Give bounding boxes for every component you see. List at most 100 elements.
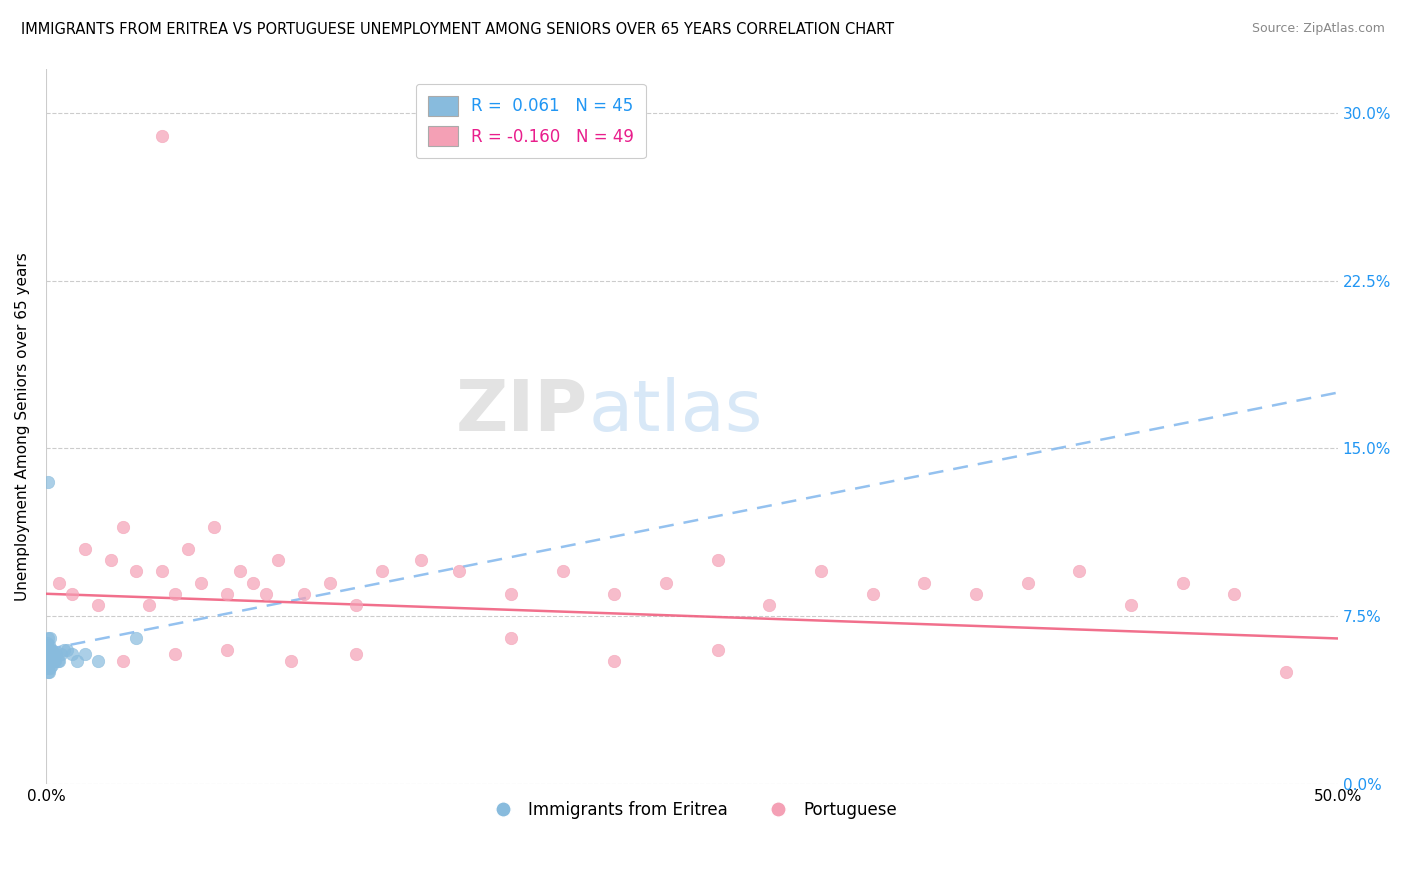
Point [37,654,59,668]
Point [44,654,66,668]
Point [409,553,432,567]
Point [499,587,522,601]
Point [100,553,122,567]
Point [1119,598,1142,612]
Point [202,519,225,533]
Point [38,654,60,668]
Point [449,565,471,579]
Point [73,542,96,557]
Point [41,658,63,673]
Point [344,647,367,661]
Point [499,632,522,646]
Text: Source: ZipAtlas.com: Source: ZipAtlas.com [1251,22,1385,36]
Point [112,654,135,668]
Point [37,475,59,489]
Point [165,647,187,661]
Point [1069,565,1091,579]
Point [758,598,780,612]
Point [292,587,315,601]
Point [41,642,63,657]
Point [37,636,59,650]
Text: ZIP: ZIP [456,377,589,446]
Point [37,642,59,657]
Point [215,642,238,657]
Point [55,642,77,657]
Point [38,638,60,652]
Text: atlas: atlas [589,377,763,446]
Point [53,642,76,657]
Point [1275,665,1298,679]
Point [51,647,73,661]
Point [215,587,238,601]
Point [37,647,59,661]
Point [242,575,264,590]
Point [267,553,290,567]
Point [1223,587,1246,601]
Point [319,575,342,590]
Point [965,587,987,601]
Point [125,565,148,579]
Point [112,519,135,533]
Point [37,632,59,646]
Point [38,654,60,668]
Point [165,587,187,601]
Point [190,575,212,590]
Point [37,654,59,668]
Point [38,642,60,657]
Point [38,647,60,661]
Point [39,642,62,657]
Point [280,654,302,668]
Point [42,654,65,668]
Point [150,128,173,143]
Point [48,654,70,668]
Point [228,565,250,579]
Point [38,660,60,674]
Point [706,642,728,657]
Point [1017,575,1039,590]
Point [125,632,148,646]
Point [86,654,108,668]
Point [37,654,59,668]
Point [37,665,59,679]
Point [37,660,59,674]
Legend: Immigrants from Eritrea, Portuguese: Immigrants from Eritrea, Portuguese [479,794,904,825]
Point [37,647,59,661]
Point [38,632,60,646]
Point [344,598,367,612]
Point [706,553,728,567]
Point [42,647,65,661]
Point [41,647,63,661]
Point [46,654,69,668]
Point [60,647,83,661]
Point [551,565,574,579]
Point [60,587,83,601]
Y-axis label: Unemployment Among Seniors over 65 years: Unemployment Among Seniors over 65 years [15,252,30,600]
Point [177,542,200,557]
Point [37,642,59,657]
Point [603,587,626,601]
Point [138,598,160,612]
Point [48,575,70,590]
Point [603,654,626,668]
Point [39,654,62,668]
Point [810,565,832,579]
Point [39,647,62,661]
Text: IMMIGRANTS FROM ERITREA VS PORTUGUESE UNEMPLOYMENT AMONG SENIORS OVER 65 YEARS C: IMMIGRANTS FROM ERITREA VS PORTUGUESE UN… [21,22,894,37]
Point [38,654,60,668]
Point [39,654,62,668]
Point [371,565,394,579]
Point [38,647,60,661]
Point [912,575,935,590]
Point [37,660,59,674]
Point [862,587,884,601]
Point [254,587,277,601]
Point [38,647,60,661]
Point [73,647,96,661]
Point [38,665,60,679]
Point [86,598,108,612]
Point [66,654,89,668]
Point [655,575,678,590]
Point [150,565,173,579]
Point [45,647,67,661]
Point [1171,575,1194,590]
